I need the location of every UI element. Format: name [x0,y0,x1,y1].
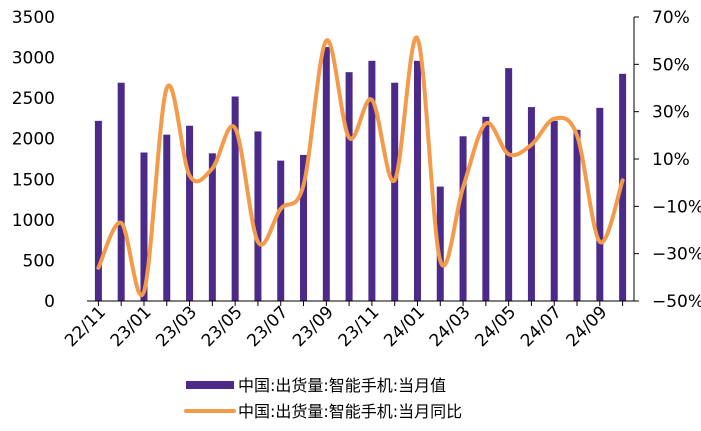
bar [414,61,421,301]
x-tick-label: 23/07 [243,302,292,351]
line-series [98,37,622,295]
bar [528,107,535,301]
bar [254,131,261,301]
bar [391,83,398,301]
bar [551,121,558,301]
y-right-tick-label: −10% [652,197,701,217]
y-right-tick-label: 70% [652,8,690,28]
y-left-tick-label: 3500 [12,8,55,28]
bar [323,47,330,301]
bar [460,136,467,301]
legend-label-bars: 中国:出货量:智能手机:当月值 [238,376,446,395]
x-tick-label: 23/01 [107,302,156,351]
x-tick-label: 24/01 [380,302,429,351]
y-right-tick-label: 50% [652,55,690,75]
bar [505,68,512,301]
x-tick-label: 24/09 [563,302,612,351]
y-left-tick-label: 2000 [12,130,55,150]
legend-label-line: 中国:出货量:智能手机:当月同比 [238,402,462,421]
y-left-tick-label: 3000 [12,49,55,69]
bar [163,135,170,301]
x-tick-label: 22/11 [61,302,110,351]
y-left-tick-label: 0 [44,292,55,312]
bar [368,61,375,301]
bar-series [95,47,626,301]
legend-swatch-bars [186,381,234,389]
bar [95,121,102,301]
y-right-tick-label: 30% [652,103,690,123]
x-tick-label: 24/07 [517,302,566,351]
x-tick-label: 23/11 [335,302,384,351]
x-tick-label: 23/09 [289,302,338,351]
y-right-tick-label: −50% [652,292,701,312]
x-tick-label: 24/05 [471,302,520,351]
x-tick-label: 23/05 [198,302,247,351]
y-left-tick-label: 2500 [12,89,55,109]
yoy-line [98,37,622,295]
bar [482,117,489,301]
bar [596,108,603,301]
y-right-tick-label: 10% [652,150,690,170]
y-left-tick-label: 1500 [12,170,55,190]
y-left-tick-label: 500 [23,251,55,271]
x-tick-label: 23/03 [152,302,201,351]
bar [277,161,284,301]
y-left-tick-label: 1000 [12,211,55,231]
bar [346,72,353,301]
bar [118,83,125,301]
x-tick-label: 24/03 [426,302,475,351]
bar [574,130,581,301]
bar [209,153,216,301]
y-right-tick-label: −30% [652,245,701,265]
bar [186,126,193,301]
